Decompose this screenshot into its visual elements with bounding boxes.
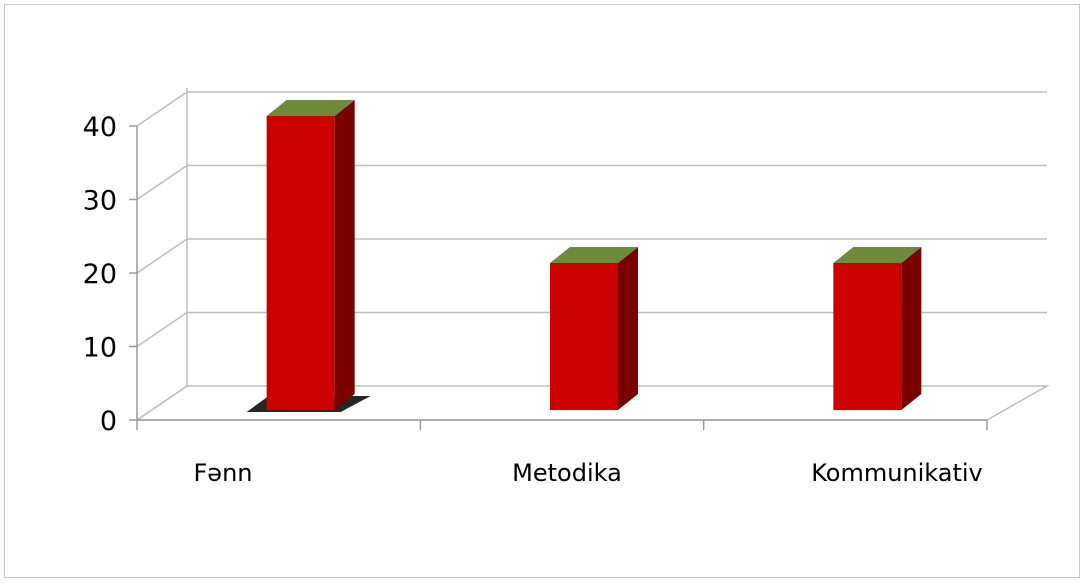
y-tick-label: 10 [83,333,117,364]
side-gridline [136,238,188,274]
x-axis-category-labels: Fənn Metodika Kommunikativ [194,459,983,487]
bars [246,100,922,412]
y-axis-tick-labels: 0 10 20 30 40 [83,112,117,437]
y-tick-label: 30 [83,186,117,217]
x-category-label: Metodika [512,459,622,487]
bar-front [266,116,335,410]
side-gridline [136,91,188,127]
y-tick-label: 40 [83,112,117,143]
y-tick-label: 20 [83,259,117,290]
bar-front [550,263,618,410]
bar-side [334,100,355,410]
bar-0 [246,100,371,412]
bar-2 [833,247,922,410]
bar-1 [550,247,638,410]
side-gridline [136,164,188,201]
bar-top [266,100,355,116]
bar-top [550,247,638,263]
bar-side [901,247,922,410]
axes [129,125,988,430]
bar-side [618,247,638,410]
x-category-label: Fənn [194,459,253,487]
y-tick-label: 0 [100,406,117,437]
bar-front [833,263,902,410]
side-gridline [136,311,188,348]
bar-chart: 0 10 20 30 40 Fənn Metodika Kommunikativ [83,88,1050,487]
x-category-label: Kommunikativ [811,459,983,487]
chart-frame: 0 10 20 30 40 Fənn Metodika Kommunikativ [4,4,1080,578]
bar-top [833,247,922,263]
side-gridline [136,385,188,421]
